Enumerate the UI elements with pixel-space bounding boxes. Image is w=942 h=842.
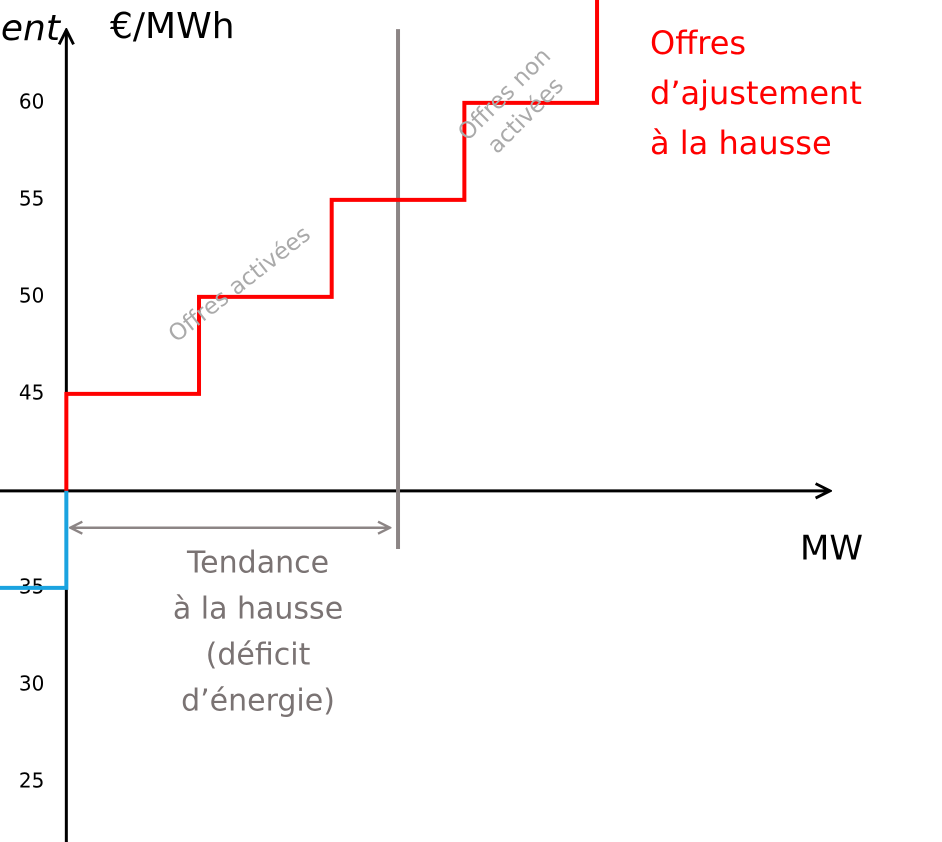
- trend-label: Tendance: [186, 546, 329, 581]
- x-axis-label: MW: [800, 529, 863, 569]
- y-tick-label: 45: [19, 380, 44, 404]
- series-label: à la hausse: [650, 124, 832, 162]
- trend-label: à la hausse: [173, 592, 343, 627]
- y-tick-label: 55: [19, 186, 44, 210]
- y-unit-label: €/MWh: [110, 6, 235, 47]
- y-tick-label: 60: [19, 89, 44, 113]
- y-tick-label: 25: [19, 768, 44, 792]
- y-tick-label: 50: [19, 283, 44, 307]
- step-line: [0, 490, 69, 590]
- step-line: [64, 0, 600, 491]
- activated-label: Offres activées: [164, 221, 316, 348]
- trend-label: (déficit: [206, 638, 311, 673]
- trend-label: d’énergie): [181, 684, 335, 719]
- series-label: Offres: [650, 24, 746, 62]
- y-tick-label: 30: [19, 671, 44, 695]
- y-axis-label-fragment: ent: [1, 8, 62, 49]
- series-label: d’ajustement: [650, 74, 862, 112]
